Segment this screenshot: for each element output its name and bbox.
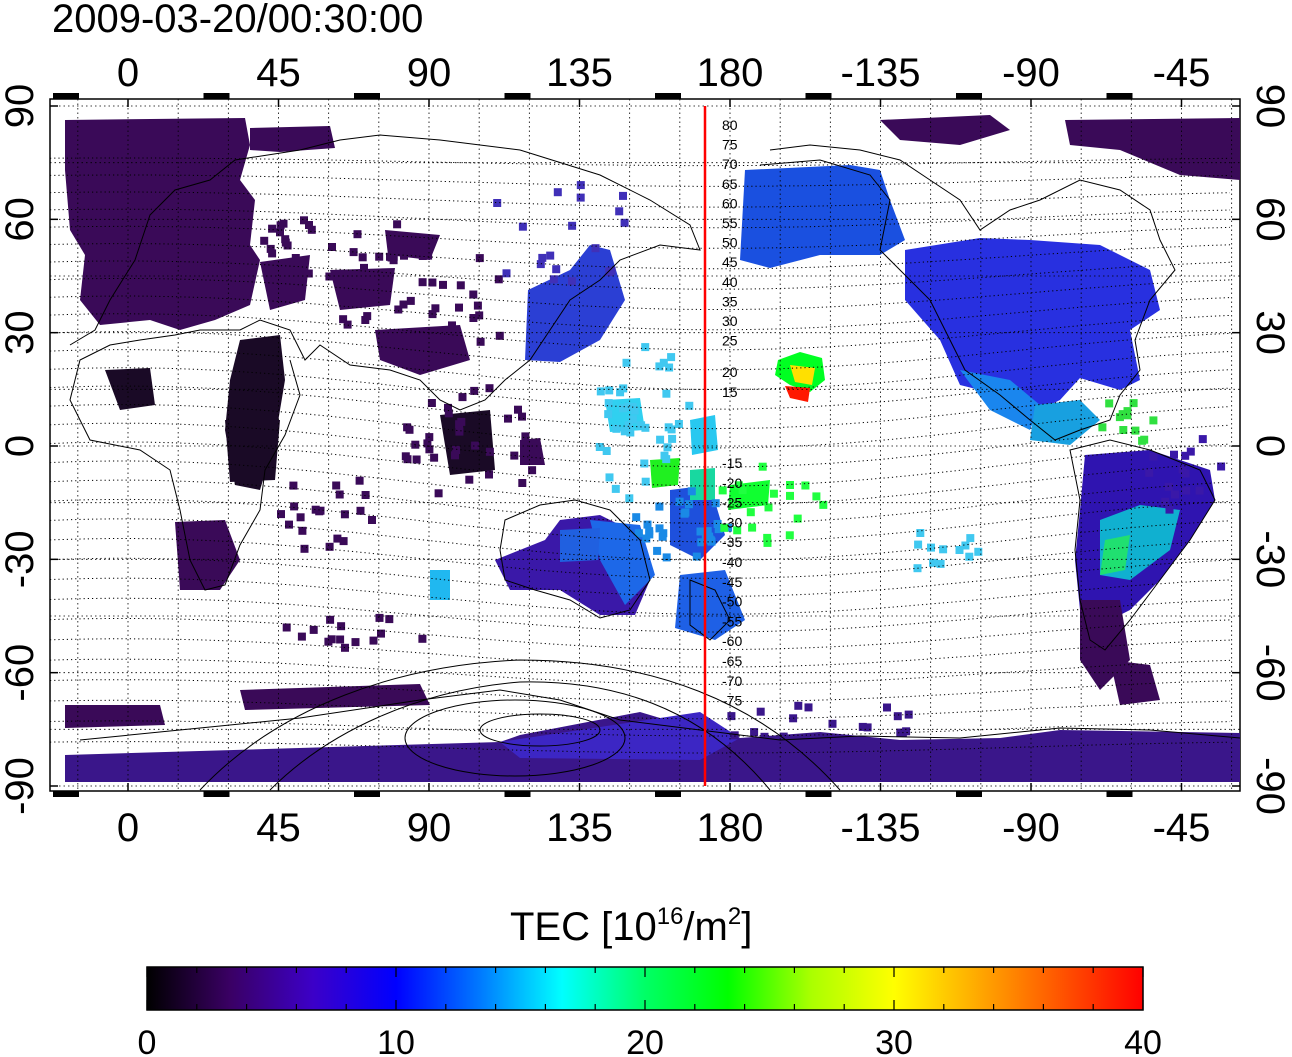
top-lon-tick-label: -45 xyxy=(1153,51,1211,95)
contour-label: 20 xyxy=(722,364,738,380)
contour-label: -70 xyxy=(722,673,742,689)
contour-label: 80 xyxy=(722,117,738,133)
contour-label: 40 xyxy=(722,274,738,290)
top-lon-tick-label: 180 xyxy=(697,51,764,95)
bottom-lon-tick-label: 90 xyxy=(407,806,452,850)
contour-label: -60 xyxy=(722,633,742,649)
top-lon-tick-label: -90 xyxy=(1002,51,1060,95)
bottom-lon-tick-label: 135 xyxy=(546,806,613,850)
contour-label: -50 xyxy=(722,594,742,610)
right-lat-tick-label: -60 xyxy=(1248,644,1292,702)
map-axes: 0045459090135135180180-135-135-90-90-45-… xyxy=(0,51,1292,850)
top-lon-tick-label: 90 xyxy=(407,51,452,95)
colorbar-tick-label: 20 xyxy=(626,1024,664,1057)
left-lat-tick-label: 30 xyxy=(0,310,42,355)
contour-label: 75 xyxy=(722,137,738,153)
top-lon-tick-label: 45 xyxy=(256,51,301,95)
right-lat-tick-label: 90 xyxy=(1248,84,1292,129)
bottom-lon-tick-label: 0 xyxy=(117,806,139,850)
contour-label: 35 xyxy=(722,293,738,309)
colorbar-tick-label: 40 xyxy=(1124,1024,1162,1057)
magnetic-latitude-contours xyxy=(50,157,1231,754)
contour-label: 15 xyxy=(722,384,738,400)
left-lat-tick-label: -90 xyxy=(0,757,42,815)
map-graticule xyxy=(50,99,1240,791)
bottom-lon-tick-label: -90 xyxy=(1002,806,1060,850)
colorbar-title: TEC [1016/m2] xyxy=(510,903,753,950)
right-lat-tick-label: -90 xyxy=(1248,757,1292,815)
contour-labels: 80 75 70 65 60 55 50 45 40 35 30 25 20 15 -15 -20 -25 -30… xyxy=(722,117,742,709)
contour-label: -30 xyxy=(722,514,742,530)
colorbar-tick-label: 0 xyxy=(138,1024,157,1057)
bottom-lon-tick-label: 45 xyxy=(256,806,301,850)
contour-label: 30 xyxy=(722,313,738,329)
bottom-lon-tick-label: -135 xyxy=(840,806,920,850)
contour-label: 25 xyxy=(722,333,738,349)
coastlines xyxy=(69,134,1240,741)
colorbar-title-end: ] xyxy=(741,905,753,949)
contour-label: 70 xyxy=(722,156,738,172)
contour-label: -40 xyxy=(722,554,742,570)
left-lat-tick-label: 0 xyxy=(0,435,42,457)
contour-label: -55 xyxy=(722,613,742,629)
colorbar-title-exponent-1: 16 xyxy=(656,903,684,930)
contour-label: 50 xyxy=(722,235,738,251)
top-lon-tick-label: 135 xyxy=(546,51,613,95)
contour-label: -45 xyxy=(722,574,742,590)
top-lon-tick-label: -135 xyxy=(840,51,920,95)
right-lat-tick-label: 30 xyxy=(1248,310,1292,355)
colorbar-tick-label: 30 xyxy=(875,1024,913,1057)
right-lat-tick-label: -30 xyxy=(1248,530,1292,588)
contour-label: -35 xyxy=(722,534,742,550)
colorbar-title-unit: /m xyxy=(683,905,728,949)
contour-label: 45 xyxy=(722,254,738,270)
contour-label: 65 xyxy=(722,176,738,192)
top-lon-tick-label: 0 xyxy=(117,51,139,95)
colorbar-ticks: 0 10 20 30 40 xyxy=(138,967,1162,1057)
contour-label: 55 xyxy=(722,215,738,231)
left-lat-tick-label: -30 xyxy=(0,530,42,588)
right-lat-tick-label: 0 xyxy=(1248,435,1292,457)
tec-scatter-cells xyxy=(260,181,1226,745)
contour-label: -75 xyxy=(722,693,742,709)
right-lat-tick-label: 60 xyxy=(1248,197,1292,242)
bottom-lon-tick-label: 180 xyxy=(697,806,764,850)
south-magnetic-pole-contours xyxy=(199,659,841,791)
left-lat-tick-label: 90 xyxy=(0,84,42,129)
bottom-lon-tick-label: -45 xyxy=(1153,806,1211,850)
colorbar-tick-label: 10 xyxy=(377,1024,415,1057)
contour-label: -20 xyxy=(722,475,742,491)
colorbar-title-exponent-2: 2 xyxy=(727,903,742,930)
colorbar-title-main: TEC [10 xyxy=(510,905,657,949)
left-lat-tick-label: 60 xyxy=(0,197,42,242)
left-lat-tick-label: -60 xyxy=(0,644,42,702)
contour-label: -15 xyxy=(722,455,742,471)
contour-label: -65 xyxy=(722,653,742,669)
contour-label: 60 xyxy=(722,195,738,211)
contour-label: -25 xyxy=(722,495,742,511)
figure-title: 2009-03-20/00:30:00 xyxy=(52,0,424,41)
